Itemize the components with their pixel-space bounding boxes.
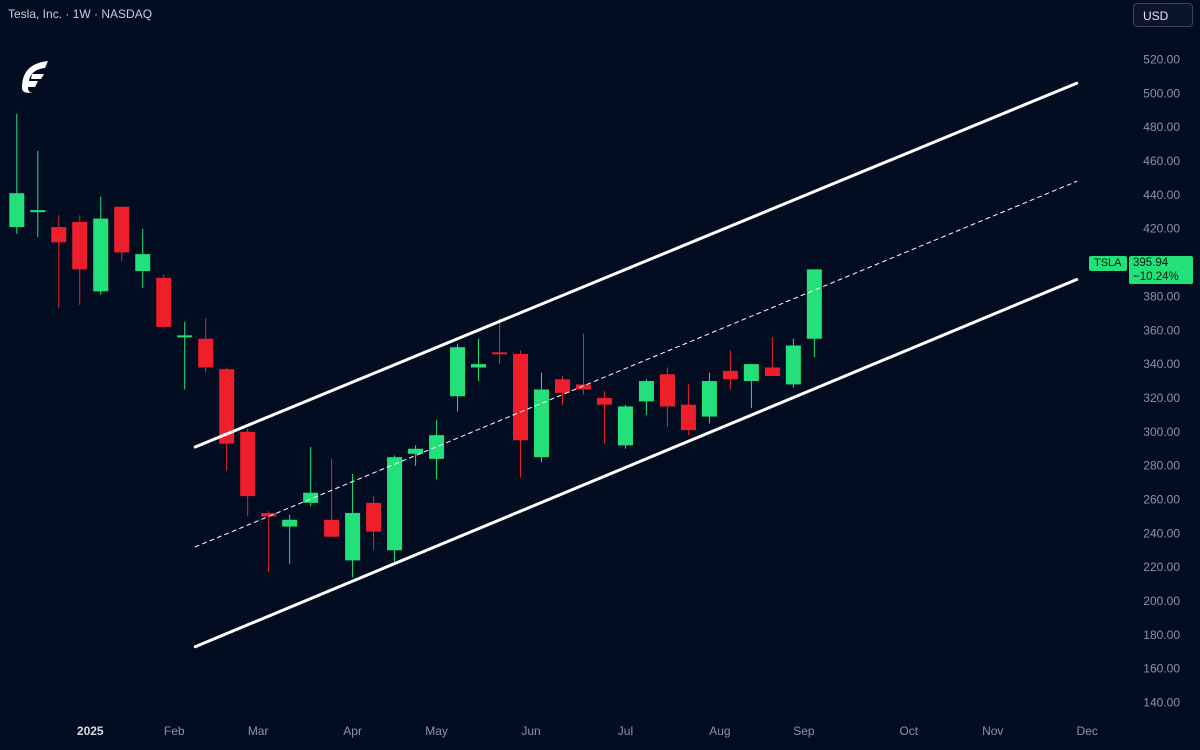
symbol-tag: TSLA <box>1089 256 1127 271</box>
candle-up <box>806 269 822 339</box>
candle-down <box>114 206 130 253</box>
y-tick-label: 480.00 <box>1143 120 1180 134</box>
candle-up <box>450 347 466 397</box>
candle-down <box>366 502 382 532</box>
candle-up <box>638 381 654 402</box>
x-tick-label: Jun <box>521 724 540 738</box>
candle-up <box>282 519 298 527</box>
last-price-tag: 395.94 −10.24% <box>1129 256 1193 284</box>
y-tick-label: 320.00 <box>1143 391 1180 405</box>
last-price: 395.94 <box>1133 257 1169 269</box>
candle-up <box>303 492 319 503</box>
candle-down <box>596 397 612 405</box>
y-tick-label: 220.00 <box>1143 560 1180 574</box>
candle-down <box>659 374 675 407</box>
candle-up <box>471 364 487 368</box>
candle-down <box>575 384 591 390</box>
candle-up <box>785 345 801 385</box>
y-tick-label: 460.00 <box>1143 154 1180 168</box>
candle-down <box>722 370 738 380</box>
candle-down <box>240 431 256 497</box>
x-tick-label: Dec <box>1077 724 1098 738</box>
channel-mid-line <box>194 180 1078 548</box>
candle-up <box>135 254 151 272</box>
y-tick-label: 500.00 <box>1143 86 1180 100</box>
y-tick-label: 440.00 <box>1143 188 1180 202</box>
candle-up <box>534 389 550 458</box>
x-tick-label: Oct <box>899 724 918 738</box>
y-tick-label: 520.00 <box>1143 53 1180 67</box>
candle-down <box>764 367 780 376</box>
candle-down <box>261 513 277 517</box>
candle-up <box>93 218 109 292</box>
x-tick-label: Jul <box>618 724 633 738</box>
currency-selector-button[interactable]: USD <box>1133 3 1193 27</box>
candle-down <box>513 353 529 441</box>
candle-up <box>30 210 46 213</box>
channel-upper-line <box>193 81 1079 449</box>
x-tick-label: 2025 <box>77 724 104 738</box>
candle-up <box>743 364 759 382</box>
y-tick-label: 180.00 <box>1143 628 1180 642</box>
chart-title: Tesla, Inc. · 1W · NASDAQ <box>8 7 153 21</box>
candle-down <box>492 352 508 355</box>
candle-up <box>9 193 25 228</box>
candle-up <box>408 448 424 454</box>
candle-down <box>555 379 570 393</box>
y-tick-label: 160.00 <box>1143 662 1180 676</box>
channel-lower-line <box>193 278 1079 649</box>
x-tick-label: Apr <box>343 724 362 738</box>
y-tick-label: 260.00 <box>1143 492 1180 506</box>
candle-up <box>701 381 717 417</box>
y-tick-label: 240.00 <box>1143 526 1180 540</box>
candle-down <box>51 227 67 243</box>
x-tick-label: May <box>425 724 448 738</box>
candle-up <box>177 335 193 338</box>
x-tick-label: Sep <box>793 724 815 738</box>
candle-down <box>156 277 172 327</box>
x-tick-label: Feb <box>164 724 185 738</box>
y-tick-label: 340.00 <box>1143 357 1180 371</box>
y-tick-label: 420.00 <box>1143 222 1180 236</box>
y-tick-label: 200.00 <box>1143 594 1180 608</box>
candle-up <box>617 406 633 446</box>
y-tick-label: 280.00 <box>1143 459 1180 473</box>
candle-down <box>198 338 214 368</box>
x-tick-label: Aug <box>709 724 730 738</box>
candle-down <box>219 369 235 444</box>
y-tick-label: 140.00 <box>1143 696 1180 710</box>
y-tick-label: 380.00 <box>1143 289 1180 303</box>
candle-down <box>680 404 696 431</box>
y-tick-label: 300.00 <box>1143 425 1180 439</box>
brand-logo-icon <box>22 61 48 93</box>
candle-up <box>387 457 403 551</box>
y-tick-label: 360.00 <box>1143 323 1180 337</box>
candle-down <box>72 221 88 270</box>
candle-down <box>324 519 340 537</box>
price-change: −10.24% <box>1133 271 1179 283</box>
candle-up <box>345 513 361 561</box>
candle-up <box>429 435 445 459</box>
x-tick-label: Nov <box>982 724 1003 738</box>
x-tick-label: Mar <box>248 724 269 738</box>
